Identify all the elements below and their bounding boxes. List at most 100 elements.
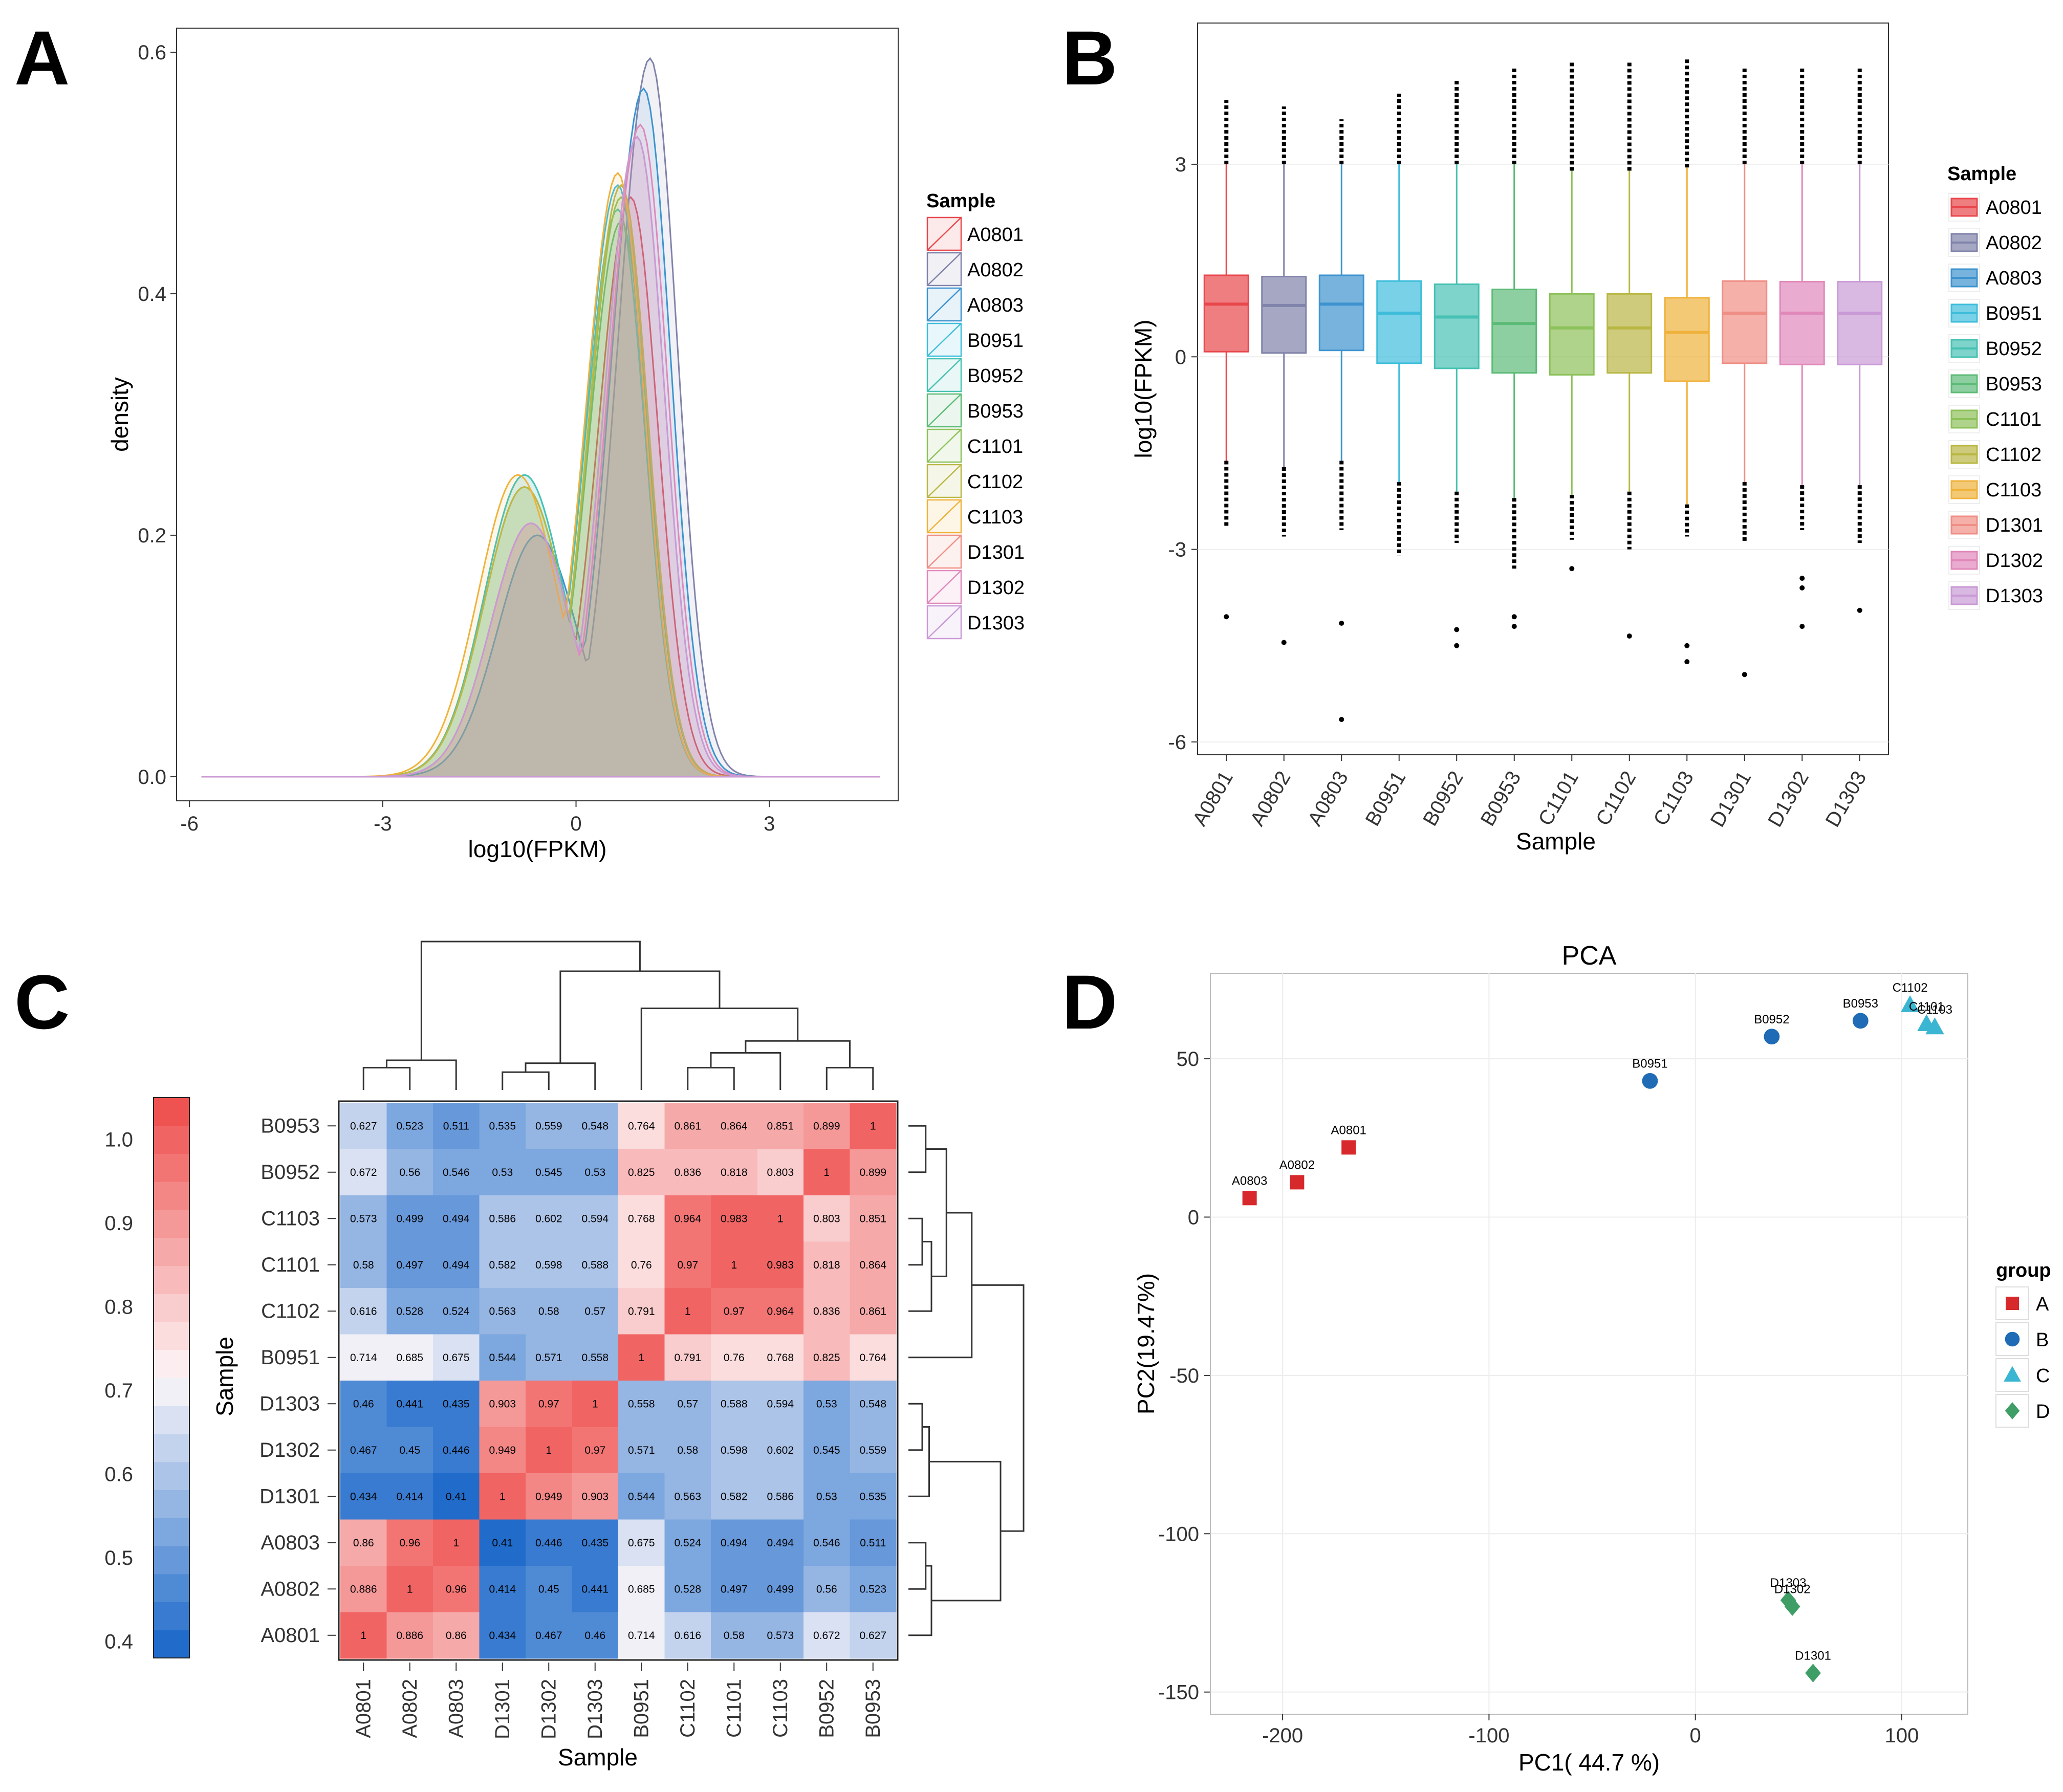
heatmap-cell-label: 0.499 bbox=[767, 1583, 794, 1595]
density-legend-label: A0802 bbox=[967, 259, 1024, 281]
heatmap-cell bbox=[618, 1334, 665, 1381]
heatmap-cell bbox=[618, 1381, 665, 1427]
heatmap-cell-label: 1 bbox=[360, 1630, 366, 1642]
heatmap-cell bbox=[572, 1566, 619, 1612]
heatmap-row-label: B0952 bbox=[260, 1161, 320, 1184]
pca-point-b0953 bbox=[1852, 1013, 1869, 1029]
heatmap-cell bbox=[757, 1381, 804, 1427]
heatmap-cell-label: 0.53 bbox=[492, 1167, 513, 1178]
heatmap-cell bbox=[804, 1288, 850, 1335]
box-b0951 bbox=[1376, 93, 1422, 556]
colorbar-step bbox=[154, 1182, 189, 1210]
heatmap-cell-label: 0.53 bbox=[816, 1398, 837, 1410]
colorbar-step bbox=[154, 1098, 189, 1126]
heatmap-cell bbox=[526, 1334, 572, 1381]
box-outlier-point bbox=[1799, 576, 1805, 581]
heatmap-cell bbox=[526, 1427, 572, 1474]
heatmap-cell-label: 0.559 bbox=[535, 1120, 562, 1132]
heatmap-cell bbox=[479, 1288, 526, 1335]
panel-letter-b: B bbox=[1062, 15, 1117, 101]
boxplot-y-tick-label: 0 bbox=[1175, 346, 1186, 368]
heatmap-cell-label: 0.46 bbox=[353, 1398, 374, 1410]
heatmap-cell-label: 0.714 bbox=[350, 1352, 377, 1364]
box-a0803 bbox=[1318, 119, 1364, 723]
heatmap-cell-label: 0.864 bbox=[859, 1259, 886, 1271]
box-c1101 bbox=[1549, 61, 1595, 572]
pca-point-d1302 bbox=[1784, 1597, 1800, 1616]
heatmap-cell bbox=[433, 1612, 480, 1659]
heatmap-cell-label: 0.582 bbox=[721, 1491, 748, 1502]
heatmap-cell-label: 0.558 bbox=[581, 1352, 609, 1364]
heatmap-cell-label: 0.685 bbox=[628, 1583, 655, 1595]
heatmap-cell-label: 0.836 bbox=[813, 1305, 840, 1317]
box-body bbox=[1837, 281, 1883, 365]
heatmap-cell-label: 0.511 bbox=[443, 1120, 469, 1132]
boxplot-legend-label: B0951 bbox=[1986, 303, 2042, 324]
colorbar-step bbox=[154, 1574, 189, 1602]
heatmap-colorbar: 0.4 0.5 0.6 0.7 0.8 0.9 1.0 bbox=[104, 1097, 190, 1658]
colorbar-step bbox=[154, 1518, 189, 1546]
box-body bbox=[1491, 289, 1537, 374]
heatmap-cell-label: 0.602 bbox=[767, 1445, 794, 1456]
heatmap-cell-label: 0.45 bbox=[399, 1445, 420, 1456]
heatmap-cell bbox=[340, 1288, 387, 1335]
density-legend-key-line bbox=[927, 217, 962, 251]
heatmap-cell bbox=[711, 1381, 757, 1427]
heatmap-row-label: A0803 bbox=[260, 1532, 320, 1554]
heatmap-cell-label: 0.467 bbox=[350, 1445, 377, 1456]
heatmap-cell bbox=[433, 1473, 480, 1520]
heatmap-cell-label: 0.524 bbox=[674, 1537, 701, 1549]
heatmap-cell-label: 0.96 bbox=[399, 1537, 420, 1549]
heatmap-cell bbox=[664, 1241, 711, 1288]
density-legend-label: A0801 bbox=[967, 224, 1024, 246]
density-x-tick-label: 3 bbox=[764, 813, 775, 835]
boxplot-legend-label: B0953 bbox=[1986, 374, 2042, 395]
heatmap-row-label: A0801 bbox=[260, 1624, 320, 1647]
box-outlier-point bbox=[1626, 633, 1632, 639]
density-legend-key-line bbox=[927, 288, 962, 321]
pca-axes: -200 -100 0 100 -150 -100 -50 0 50 bbox=[1158, 1048, 1919, 1747]
heatmap-cell-label: 0.714 bbox=[628, 1630, 655, 1642]
pca-legend-label: B bbox=[2036, 1329, 2049, 1351]
heatmap-cell-label: 1 bbox=[592, 1398, 598, 1410]
heatmap-cell-label: 1 bbox=[777, 1213, 784, 1225]
density-legend-key-line bbox=[927, 323, 962, 357]
heatmap-cell-label: 1 bbox=[500, 1491, 506, 1502]
colorbar-step bbox=[154, 1153, 189, 1182]
pca-y-tick-label: -100 bbox=[1158, 1523, 1199, 1545]
boxplot-grid bbox=[1198, 163, 1888, 742]
heatmap-cell bbox=[386, 1566, 433, 1612]
heatmap-cell-label: 0.497 bbox=[721, 1583, 748, 1595]
boxplot-legend-label: D1303 bbox=[1986, 585, 2043, 607]
box-outlier-point bbox=[1511, 614, 1517, 620]
heatmap-cell bbox=[664, 1149, 711, 1196]
heatmap-col-label: A0803 bbox=[445, 1679, 467, 1738]
heatmap-cell bbox=[618, 1519, 665, 1566]
heatmap-cell bbox=[572, 1241, 619, 1288]
heatmap-panel: 0.4 0.5 0.6 0.7 0.8 0.9 1.0 Sample 0.627 0.523 0… bbox=[104, 941, 1025, 1771]
boxplot-legend-label: B0952 bbox=[1986, 338, 2042, 360]
pca-point-label: D1301 bbox=[1795, 1649, 1831, 1663]
heatmap-cell bbox=[433, 1241, 480, 1288]
heatmap-cell-label: 0.46 bbox=[584, 1630, 605, 1642]
heatmap-cell-label: 0.558 bbox=[628, 1398, 655, 1410]
pca-x-tick-label: 0 bbox=[1690, 1724, 1701, 1747]
box-outlier-point bbox=[1569, 566, 1575, 572]
heatmap-cell bbox=[804, 1519, 850, 1566]
heatmap-cell-label: 0.675 bbox=[443, 1352, 470, 1364]
heatmap-cell bbox=[804, 1381, 850, 1427]
heatmap-cell bbox=[433, 1288, 480, 1335]
heatmap-cell bbox=[664, 1103, 711, 1149]
box-body bbox=[1606, 293, 1653, 374]
colorbar-step bbox=[154, 1322, 189, 1350]
boxplot-y-tick-label: -3 bbox=[1168, 539, 1186, 561]
heatmap-border bbox=[338, 1100, 899, 1661]
density-legend-label: D1301 bbox=[967, 542, 1025, 563]
density-curve-d1303 bbox=[201, 135, 880, 778]
boxplot-y-tick-label: -6 bbox=[1168, 731, 1186, 754]
heatmap-cell-label: 0.41 bbox=[492, 1537, 513, 1549]
colorbar-tick-label: 0.7 bbox=[104, 1380, 133, 1402]
heatmap-cell bbox=[340, 1566, 387, 1612]
heatmap-cell bbox=[386, 1473, 433, 1520]
heatmap-cell-label: 1 bbox=[823, 1167, 830, 1178]
